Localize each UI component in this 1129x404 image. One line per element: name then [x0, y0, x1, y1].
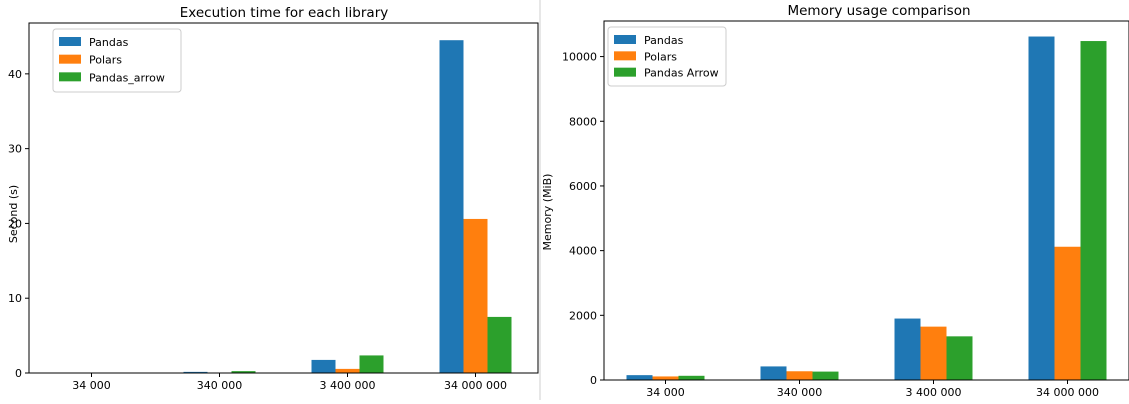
y-tick-label: 30	[8, 143, 22, 156]
x-tick-label: 34 000	[646, 386, 685, 399]
bar-pandas	[761, 366, 787, 380]
bar-polars	[653, 376, 679, 380]
bar-pandas-arrow	[947, 336, 973, 380]
y-tick-label: 20	[8, 217, 22, 230]
legend-label: Polars	[644, 50, 677, 63]
chart-title: Execution time for each library	[180, 5, 388, 21]
legend-label: Pandas_arrow	[89, 71, 165, 84]
bars-layer	[627, 37, 1107, 380]
x-tick-label: 340 000	[197, 379, 243, 392]
y-tick-label: 0	[590, 374, 597, 387]
bar-polars	[1055, 247, 1081, 380]
y-axis-title: Second (s)	[7, 185, 20, 243]
bar-pandas-arrow	[360, 355, 384, 373]
legend-swatch	[59, 55, 81, 64]
x-tick-label: 3 400 000	[906, 386, 962, 399]
y-tick-label: 0	[15, 367, 22, 380]
y-tick-label: 4000	[569, 245, 597, 258]
bar-pandas	[627, 375, 653, 380]
x-tick-label: 34 000 000	[1036, 386, 1099, 399]
bar-pandas	[440, 40, 464, 373]
bar-polars	[464, 219, 488, 373]
legend-label: Pandas	[644, 34, 684, 47]
legend-swatch	[59, 72, 81, 81]
y-tick-label: 6000	[569, 180, 597, 193]
bar-pandas-arrow	[813, 372, 839, 380]
bar-polars	[336, 369, 360, 373]
legend: Pandas Polars Pandas_arrow	[53, 29, 181, 92]
x-tick-label: 3 400 000	[320, 379, 376, 392]
legend: Pandas Polars Pandas Arrow	[608, 27, 726, 86]
chart-title: Memory usage comparison	[787, 3, 970, 19]
y-tick-label: 10000	[562, 51, 597, 64]
legend-swatch	[614, 51, 636, 60]
execution-time-chart: Execution time for each library Second (…	[7, 5, 538, 392]
bar-polars	[921, 327, 947, 380]
bar-pandas	[312, 360, 336, 373]
memory-usage-chart: Memory usage comparison Memory (MiB) 0 20…	[541, 3, 1129, 399]
x-tick-label: 340 000	[777, 386, 823, 399]
legend-label: Polars	[89, 54, 122, 67]
bar-pandas-arrow	[488, 317, 512, 373]
y-axis-ticks: 0 10 20 30 40	[8, 68, 29, 380]
legend-label: Pandas Arrow	[644, 67, 719, 80]
bar-polars	[787, 371, 813, 380]
legend-swatch	[614, 68, 636, 77]
y-tick-label: 2000	[569, 309, 597, 322]
legend-swatch	[614, 35, 636, 44]
x-tick-label: 34 000 000	[444, 379, 507, 392]
y-axis-ticks: 0 2000 4000 6000 8000 10000	[562, 51, 604, 387]
bar-pandas-arrow	[1081, 41, 1107, 380]
x-axis-ticks: 34 000 340 000 3 400 000 34 000 000	[646, 380, 1099, 399]
bar-pandas	[895, 319, 921, 380]
y-tick-label: 40	[8, 68, 22, 81]
x-axis-ticks: 34 000 340 000 3 400 000 34 000 000	[72, 373, 507, 392]
legend-swatch	[59, 37, 81, 46]
y-axis-title: Memory (MiB)	[541, 174, 554, 251]
bar-pandas	[1029, 37, 1055, 380]
bar-pandas-arrow	[679, 376, 705, 380]
x-tick-label: 34 000	[72, 379, 111, 392]
y-tick-label: 10	[8, 292, 22, 305]
y-tick-label: 8000	[569, 115, 597, 128]
legend-label: Pandas	[89, 36, 129, 49]
